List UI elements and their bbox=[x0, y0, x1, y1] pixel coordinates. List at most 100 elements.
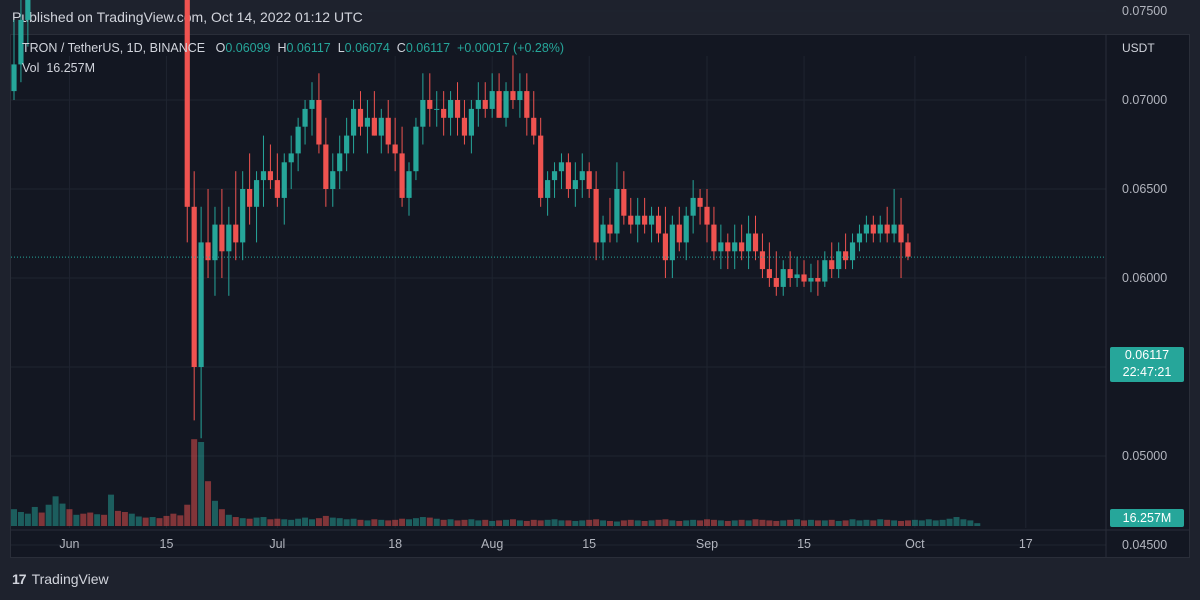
volume-bar bbox=[731, 520, 738, 526]
volume-bar bbox=[156, 518, 163, 526]
candle-body bbox=[11, 64, 17, 92]
tradingview-logo[interactable]: 17 TradingView bbox=[12, 571, 109, 587]
volume-bar bbox=[468, 519, 475, 526]
candle-body bbox=[780, 269, 786, 287]
close-value: 0.06117 bbox=[405, 41, 451, 55]
candle-body bbox=[302, 108, 308, 127]
candle-body bbox=[531, 117, 537, 136]
volume-bar bbox=[52, 496, 59, 526]
volume-bar bbox=[613, 521, 620, 526]
candle-body bbox=[849, 242, 856, 261]
volume-bar bbox=[149, 517, 156, 526]
candle-body bbox=[468, 108, 474, 136]
candle-body bbox=[822, 260, 828, 282]
volume-bar bbox=[925, 519, 932, 526]
candle-body bbox=[447, 100, 454, 118]
symbol-title[interactable]: TRON / TetherUS, 1D, BINANCE bbox=[22, 41, 206, 55]
volume-bar bbox=[773, 520, 780, 526]
candle-body bbox=[739, 242, 745, 252]
volume-bar bbox=[399, 518, 406, 526]
volume-bar bbox=[600, 520, 607, 526]
y-tick-label: 0.07000 bbox=[1122, 93, 1167, 107]
volume-bar bbox=[218, 509, 225, 526]
volume-bar bbox=[530, 519, 537, 526]
candle-body bbox=[392, 144, 398, 154]
candle-body bbox=[662, 233, 669, 261]
volume-bar bbox=[198, 442, 205, 526]
volume-bar bbox=[135, 516, 142, 526]
candle-body bbox=[808, 278, 814, 282]
candle-body bbox=[863, 224, 869, 234]
candle-body bbox=[877, 224, 883, 234]
volume-bar bbox=[752, 519, 759, 526]
candle-body bbox=[704, 206, 710, 225]
volume-bar bbox=[128, 513, 135, 526]
volume-bar bbox=[73, 514, 80, 526]
volume-bar bbox=[17, 512, 24, 526]
currency-label[interactable]: USDT bbox=[1122, 41, 1155, 55]
last-price-tag: 0.06117 22:47:21 bbox=[1110, 347, 1184, 382]
tradingview-logo-icon: 17 bbox=[12, 571, 27, 587]
volume-bar bbox=[329, 517, 336, 526]
candle-body bbox=[309, 100, 315, 109]
volume-bar bbox=[939, 519, 946, 526]
candle-body bbox=[565, 162, 571, 189]
volume-bar bbox=[94, 514, 101, 526]
volume-bar bbox=[911, 519, 918, 526]
volume-bar bbox=[419, 517, 426, 526]
volume-bar bbox=[544, 519, 551, 526]
candle-body bbox=[725, 242, 731, 252]
candle-body bbox=[905, 242, 911, 257]
candle-body bbox=[434, 108, 440, 110]
volume-bar bbox=[31, 506, 38, 526]
volume-bar bbox=[454, 520, 461, 526]
x-tick-label: Oct bbox=[905, 537, 925, 551]
volume-bar bbox=[704, 519, 710, 526]
volume-bar bbox=[655, 519, 662, 526]
volume-bar bbox=[710, 519, 717, 526]
chart-frame[interactable] bbox=[10, 34, 1190, 558]
volume-bar bbox=[426, 517, 433, 526]
y-tick-label: 0.04500 bbox=[1122, 538, 1167, 552]
volume-bar bbox=[357, 519, 364, 526]
candle-body bbox=[427, 100, 433, 109]
candle-body bbox=[503, 91, 509, 118]
candle-body bbox=[191, 206, 197, 367]
candle-body bbox=[316, 100, 322, 145]
candle-body bbox=[766, 269, 772, 278]
candle-body bbox=[628, 215, 634, 225]
candle-body bbox=[406, 171, 412, 198]
volume-bar bbox=[953, 517, 960, 526]
open-label: O bbox=[215, 41, 226, 55]
volume-bar bbox=[884, 519, 891, 526]
volume-bar bbox=[738, 519, 745, 526]
candle-body bbox=[475, 100, 481, 109]
candle-body bbox=[441, 108, 447, 118]
candle-body bbox=[461, 117, 468, 136]
candle-body bbox=[870, 224, 876, 234]
volume-legend: Vol 16.257M bbox=[22, 61, 95, 75]
volume-bar bbox=[205, 481, 212, 526]
open-value: 0.06099 bbox=[225, 41, 271, 55]
volume-bar bbox=[946, 518, 953, 526]
volume-bar bbox=[620, 520, 627, 526]
candle-body bbox=[759, 251, 766, 270]
candle-body bbox=[572, 180, 578, 189]
volume-bar bbox=[114, 510, 121, 526]
candle-body bbox=[274, 180, 280, 198]
volume-bar bbox=[447, 519, 454, 526]
volume-bar bbox=[371, 519, 378, 526]
candle-body bbox=[295, 126, 301, 154]
volume-bar bbox=[676, 520, 683, 526]
candle-body bbox=[655, 215, 662, 234]
volume-bar bbox=[606, 520, 613, 526]
volume-bar bbox=[787, 519, 794, 526]
volume-bar bbox=[87, 512, 94, 526]
volume-bar bbox=[253, 517, 260, 526]
volume-bar bbox=[343, 519, 350, 526]
candle-body bbox=[205, 242, 211, 261]
candle-body bbox=[558, 162, 565, 172]
candle-body bbox=[669, 224, 675, 261]
volume-bar bbox=[385, 520, 392, 526]
